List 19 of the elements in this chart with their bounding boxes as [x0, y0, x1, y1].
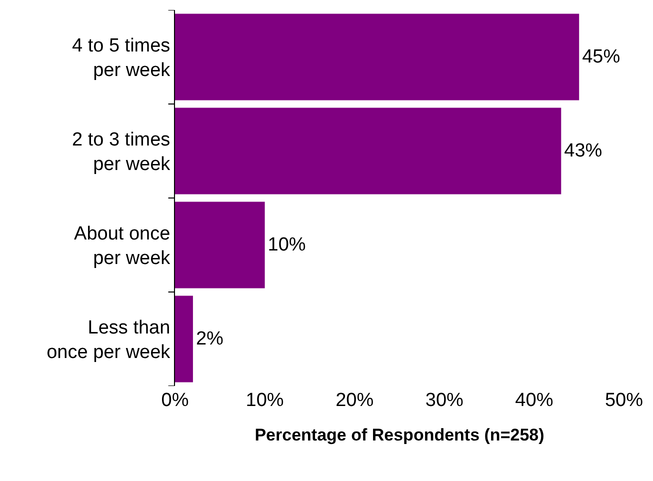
x-tick-label: 20% — [336, 390, 374, 411]
y-tick-label: 4 to 5 times per week — [72, 35, 171, 81]
x-tick-label: 10% — [246, 390, 284, 411]
bar — [175, 108, 562, 194]
bar — [175, 296, 193, 382]
x-tick-label: 40% — [515, 390, 554, 411]
y-tick-label: 2 to 3 times per week — [72, 129, 171, 175]
y-tick-label: About once per week — [74, 223, 171, 269]
data-label: 43% — [564, 140, 602, 162]
x-tick-label: 0% — [161, 390, 189, 411]
x-tick-label: 30% — [425, 390, 464, 411]
bar — [175, 14, 580, 100]
y-tick-label: Less than once per week — [46, 317, 171, 363]
bar — [175, 202, 265, 288]
x-tick-label: 50% — [604, 390, 644, 411]
data-label: 2% — [196, 328, 224, 350]
data-label: 45% — [582, 46, 620, 68]
x-axis-title: Percentage of Respondents (n=258) — [254, 425, 544, 444]
data-label: 10% — [268, 234, 306, 256]
